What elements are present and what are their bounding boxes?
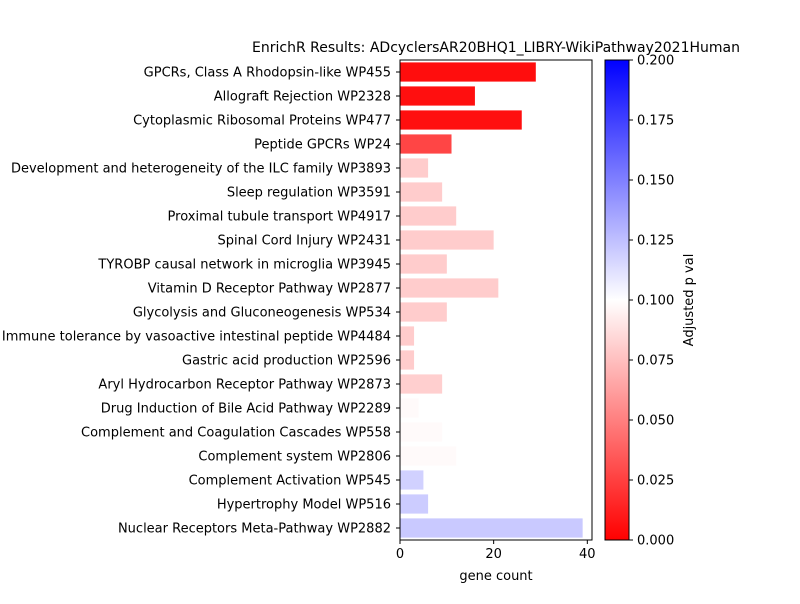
colorbar-tick-label: 0.125 [637,234,674,249]
x-axis: 0 20 40 [396,540,596,562]
colorbar-tick-label: 0.025 [637,474,674,489]
bar [400,350,415,370]
colorbar-tick-label: 0.050 [637,414,674,429]
category-label: Complement Activation WP545 [189,474,391,489]
x-tick-label: 40 [579,547,596,562]
bars-group [400,62,583,538]
category-label: Complement system WP2806 [198,450,391,465]
category-label: Hypertrophy Model WP516 [217,498,391,513]
bar [400,302,447,322]
x-tick-label: 0 [396,547,404,562]
category-label: Cytoplasmic Ribosomal Proteins WP477 [133,114,391,129]
bar [400,422,443,442]
x-tick-label: 20 [485,547,502,562]
bar [400,518,583,538]
category-label: Drug Induction of Bile Acid Pathway WP22… [101,402,391,417]
colorbar-tick-label: 0.175 [637,114,674,129]
category-label: Proximal tubule transport WP4917 [168,210,391,225]
colorbar-tick-label: 0.075 [637,354,674,369]
bar [400,494,429,514]
bar [400,134,452,154]
colorbar-tick-label: 0.200 [637,54,674,69]
bar [400,62,536,82]
category-label: Complement and Coagulation Cascades WP55… [81,426,391,441]
bar [400,230,494,250]
bar [400,110,522,130]
category-label: TYROBP causal network in microglia WP394… [97,258,391,273]
bar [400,470,424,490]
bar [400,86,475,106]
bar [400,398,419,418]
category-labels: GPCRs, Class A Rhodopsin-like WP455 Allog… [2,66,400,537]
colorbar-tick-label: 0.150 [637,174,674,189]
colorbar-tick-label: 0.000 [637,534,674,549]
category-label: GPCRs, Class A Rhodopsin-like WP455 [144,66,391,81]
bar [400,206,457,226]
category-label: Vitamin D Receptor Pathway WP2877 [148,282,391,297]
bar [400,254,447,274]
colorbar-label: Adjusted p val [682,254,697,347]
category-label: Glycolysis and Gluconeogenesis WP534 [133,306,391,321]
plot-frame [399,59,593,541]
bar [400,326,415,346]
colorbar-tick-label: 0.100 [637,294,674,309]
chart-title: EnrichR Results: ADcyclersAR20BHQ1_LIBRY… [252,40,740,56]
colorbar [604,59,630,541]
bar [400,158,429,178]
bar [400,446,457,466]
category-label: Development and heterogeneity of the ILC… [11,162,391,177]
bar [400,182,443,202]
category-label: Gastric acid production WP2596 [182,354,391,369]
category-label: Aryl Hydrocarbon Receptor Pathway WP2873 [98,378,391,393]
colorbar-ticks: 0.000 0.025 0.050 0.075 0.100 0.125 0.150 0.175… [629,54,674,549]
category-label: Peptide GPCRs WP24 [254,138,391,153]
category-label: Immune tolerance by vasoactive intestina… [2,330,391,345]
bar [400,374,443,394]
bar [400,278,499,298]
x-axis-label: gene count [459,569,532,584]
category-label: Nuclear Receptors Meta-Pathway WP2882 [118,522,391,537]
category-label: Spinal Cord Injury WP2431 [218,234,391,249]
category-label: Allograft Rejection WP2328 [214,90,391,105]
category-label: Sleep regulation WP3591 [227,186,391,201]
